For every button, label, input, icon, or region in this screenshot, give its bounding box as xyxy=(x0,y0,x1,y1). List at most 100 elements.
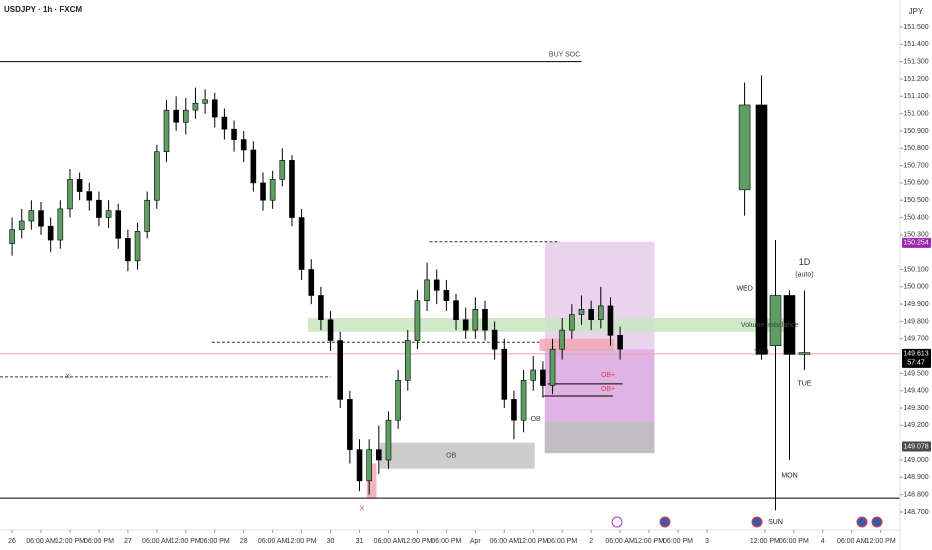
candle-body xyxy=(472,309,479,331)
candle-body xyxy=(144,199,150,232)
candle-body xyxy=(414,300,421,341)
candle-body xyxy=(520,380,527,421)
x-tick-label: 12:00 PM xyxy=(866,538,896,545)
candle-body xyxy=(511,399,517,421)
annotation: X xyxy=(360,505,365,512)
candle-body xyxy=(617,335,623,350)
candle-body xyxy=(738,104,751,191)
x-tick-label: 06:00 AM xyxy=(490,538,520,545)
annotation: THU xyxy=(754,349,768,356)
y-tick-label: 151.200 xyxy=(903,76,928,83)
candle-body xyxy=(298,217,305,270)
y-tick-label: 150.600 xyxy=(903,180,928,187)
candle-body xyxy=(327,319,334,341)
x-tick-label: 26 xyxy=(8,538,16,545)
zone xyxy=(379,442,535,469)
price-label: 149.613 xyxy=(903,351,928,358)
y-tick-label: 148.800 xyxy=(903,492,928,499)
candle-body xyxy=(163,109,170,153)
x-tick-label: 06:00 PM xyxy=(84,538,114,545)
event-icon xyxy=(871,516,883,528)
plot-area xyxy=(0,61,900,511)
candle-body xyxy=(125,238,131,262)
candle-body xyxy=(173,109,179,123)
x-tick-label: 06:00 AM xyxy=(26,538,56,545)
candle-body xyxy=(18,220,25,230)
candle-body xyxy=(347,399,353,450)
candle-body xyxy=(404,340,411,381)
y-tick-label: 151.500 xyxy=(903,24,928,31)
candle-body xyxy=(549,348,556,386)
candle-body xyxy=(47,225,54,241)
x-tick-label: 06:00 AM xyxy=(837,538,867,545)
candle-body xyxy=(376,449,382,461)
candle-body xyxy=(192,102,199,111)
y-tick-label: 151.100 xyxy=(903,93,928,100)
y-tick-label: 148.700 xyxy=(903,509,928,516)
y-tick-label: 149.500 xyxy=(903,370,928,377)
candle-body xyxy=(540,369,546,386)
candle-body xyxy=(269,179,276,201)
x-tick-label: 28 xyxy=(240,538,248,545)
candle-body xyxy=(182,109,189,123)
candle-body xyxy=(755,104,768,355)
candle-body xyxy=(491,329,498,350)
x-tick-label: 3 xyxy=(705,538,709,545)
annotation: 1D xyxy=(799,257,811,267)
y-tick-label: 149.800 xyxy=(903,318,928,325)
price-label-bg xyxy=(902,348,931,368)
candle-body xyxy=(443,289,450,301)
candle-body xyxy=(530,369,537,381)
y-tick-label: 149.300 xyxy=(903,405,928,412)
candle-body xyxy=(240,139,247,151)
price-label-bg xyxy=(902,237,931,248)
price-label: 150.254 xyxy=(903,240,928,247)
candle-body xyxy=(279,160,286,180)
candle-body xyxy=(38,210,44,227)
price-label: 149.078 xyxy=(903,443,928,450)
annotation: OB xyxy=(446,453,456,460)
event-icon xyxy=(611,516,623,528)
candle-body xyxy=(211,99,218,118)
candle-body xyxy=(559,329,565,350)
annotation: OB xyxy=(531,416,541,423)
x-tick-label: 12:00 PM xyxy=(402,538,432,545)
annotation: X xyxy=(65,374,70,381)
y-tick-label: 150.500 xyxy=(903,197,928,204)
candle-body xyxy=(337,340,344,400)
y-tick-label: 149.700 xyxy=(903,336,928,343)
candle-body xyxy=(395,380,401,421)
candle-body xyxy=(9,229,15,244)
x-tick-label: 12:00 PM xyxy=(55,538,85,545)
y-tick-label: 150.000 xyxy=(903,284,928,291)
x-tick-label: 4 xyxy=(821,538,825,545)
candle-body xyxy=(318,295,324,321)
annotation: BUY SOC xyxy=(549,52,580,59)
x-tick-label: 06:00 PM xyxy=(779,538,809,545)
y-tick-label: 151.000 xyxy=(903,110,928,117)
x-tick-label: 06:00 AM xyxy=(258,538,288,545)
candle-body xyxy=(356,449,363,482)
zone xyxy=(544,421,655,454)
price-label-bg xyxy=(902,441,931,452)
candle-body xyxy=(115,210,122,239)
candle-body xyxy=(134,231,141,262)
candle-body xyxy=(57,208,64,241)
x-tick-label: 12:00 PM xyxy=(634,538,664,545)
y-tick-label: 151.300 xyxy=(903,59,928,66)
y-tick-label: 148.900 xyxy=(903,474,928,481)
event-icon xyxy=(751,516,763,528)
candle-body xyxy=(769,295,782,347)
candle-body xyxy=(366,449,372,482)
candle-body xyxy=(578,309,585,315)
x-tick-label: 2 xyxy=(589,538,593,545)
candle-body xyxy=(607,305,614,336)
x-tick-label: 06:00 PM xyxy=(200,538,230,545)
x-tick-label: 27 xyxy=(124,538,132,545)
candle-body xyxy=(202,99,208,104)
candle-body xyxy=(308,269,315,296)
candle-body xyxy=(154,151,160,201)
candle-body xyxy=(501,348,508,400)
candle-body xyxy=(86,191,93,201)
zone xyxy=(307,318,790,332)
